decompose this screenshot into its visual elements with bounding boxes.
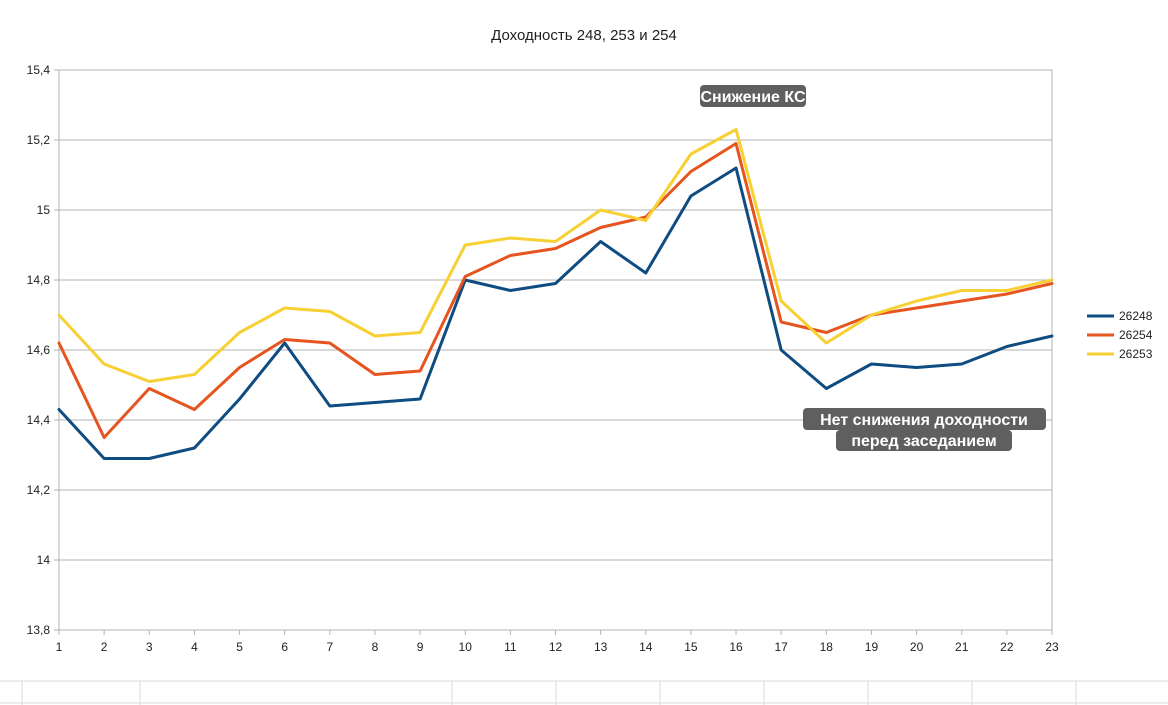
y-tick-label: 14,6 [27,343,51,357]
x-tick-label: 21 [955,640,969,654]
x-tick-label: 5 [236,640,243,654]
x-tick-label: 10 [459,640,473,654]
x-tick-label: 14 [639,640,653,654]
series-line-26253 [57,128,1054,383]
x-tick-label: 1 [56,640,63,654]
x-tick-label: 18 [820,640,834,654]
x-tick-label: 4 [191,640,198,654]
spreadsheet-grid-lines [0,680,1168,705]
y-tick-label: 14,4 [27,413,51,427]
annotation-no-decline-line-1: Нет снижения доходности [820,412,1028,429]
x-tick-label: 23 [1045,640,1059,654]
x-tick-label: 6 [281,640,288,654]
annotation-rate-cut-box [700,85,806,107]
gridlines [59,69,1052,631]
x-tick-label: 17 [775,640,789,654]
x-tick-label: 15 [684,640,698,654]
x-tick-label: 8 [372,640,379,654]
annotation-rate-cut-text: Снижение КС [700,89,805,106]
x-tick-label: 16 [729,640,743,654]
y-tick-label: 15,4 [27,63,51,77]
annotation-rate-cut: Снижение КС [700,85,806,107]
x-tick-label: 13 [594,640,608,654]
x-tick-label: 7 [326,640,333,654]
x-tick-label: 9 [417,640,424,654]
series-line-26254 [57,142,1054,439]
legend: 26248 26254 26253 [1087,309,1153,361]
x-tick-label: 3 [146,640,153,654]
x-tick-label: 22 [1000,640,1014,654]
x-tick-label: 2 [101,640,108,654]
y-tick-label: 14,2 [27,483,51,497]
legend-label: 26254 [1119,328,1153,342]
x-axis-ticks: 1 2 3 4 5 6 7 8 9 10 11 12 13 14 15 16 17 18 19 20 21 22 23 [56,630,1059,654]
y-tick-label: 15 [37,203,51,217]
x-tick-label: 19 [865,640,879,654]
legend-label: 26248 [1119,309,1153,323]
x-tick-label: 20 [910,640,924,654]
y-tick-label: 14,8 [27,273,51,287]
annotation-no-decline-box-1 [803,408,1046,430]
series-line-26248 [57,166,1054,460]
chart-title: Доходность 248, 253 и 254 [491,27,677,44]
x-tick-label: 12 [549,640,563,654]
y-tick-label: 13,8 [27,623,51,637]
series-lines [57,128,1054,460]
x-tick-label: 11 [504,640,517,654]
annotation-no-decline-line-2: перед заседанием [851,433,996,450]
y-tick-label: 14 [37,553,51,567]
annotation-no-decline-box-2 [836,430,1012,451]
legend-label: 26253 [1119,347,1153,361]
annotation-no-decline: Нет снижения доходности перед заседанием [803,408,1046,451]
y-tick-label: 15,2 [27,133,51,147]
y-axis-ticks: 13,8 14 14,2 14,4 14,6 14,8 15 15,2 15,4 [27,63,59,637]
